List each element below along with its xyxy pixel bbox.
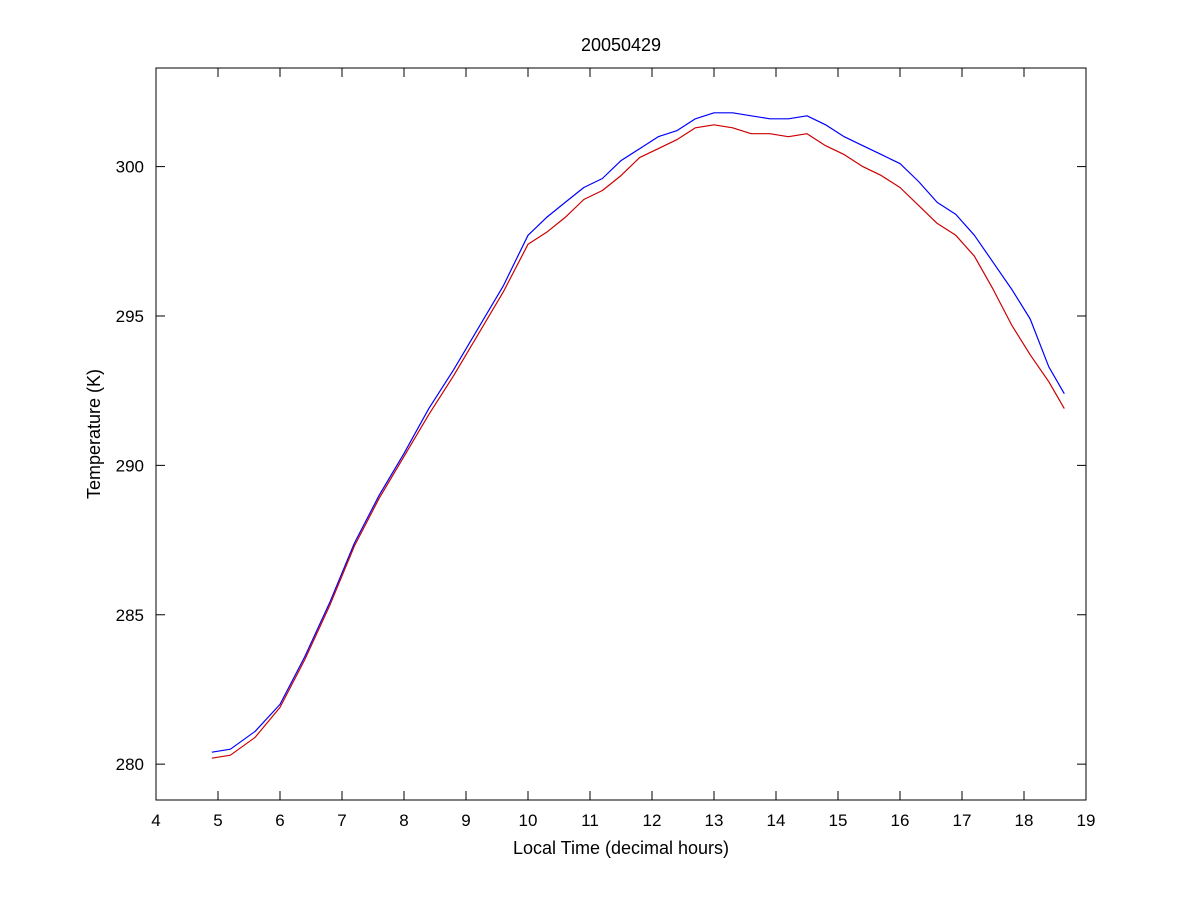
y-tick-label: 295 (116, 307, 144, 326)
series-layer (211, 112, 1065, 759)
plot-area (155, 67, 1087, 801)
x-tick-label: 10 (519, 811, 538, 830)
x-tick-label: 15 (829, 811, 848, 830)
x-tick-label: 4 (151, 811, 160, 830)
chart-title: 20050429 (581, 35, 661, 55)
x-tick-label: 18 (1015, 811, 1034, 830)
y-tick-label: 300 (116, 158, 144, 177)
x-tick-label: 8 (399, 811, 408, 830)
x-tick-label: 13 (705, 811, 724, 830)
axis-ticks: 4 5 6 7 8 9 10 11 12 13 14 15 16 17 18 19 280 285 290 295 30… (116, 68, 1096, 830)
x-tick-label: 14 (767, 811, 786, 830)
x-tick-label: 9 (461, 811, 470, 830)
x-tick-label: 16 (891, 811, 910, 830)
y-tick-label: 285 (116, 606, 144, 625)
y-tick-label: 280 (116, 755, 144, 774)
x-tick-label: 17 (953, 811, 972, 830)
x-tick-label: 6 (275, 811, 284, 830)
x-tick-label: 19 (1077, 811, 1096, 830)
x-tick-label: 7 (337, 811, 346, 830)
series-line-1 (211, 112, 1065, 753)
series-line-2 (211, 124, 1065, 759)
y-axis-label: Temperature (K) (84, 369, 104, 499)
x-axis-label: Local Time (decimal hours) (513, 838, 729, 858)
y-tick-label: 290 (116, 456, 144, 475)
x-tick-label: 12 (643, 811, 662, 830)
x-tick-label: 11 (581, 811, 599, 830)
x-tick-label: 5 (213, 811, 222, 830)
